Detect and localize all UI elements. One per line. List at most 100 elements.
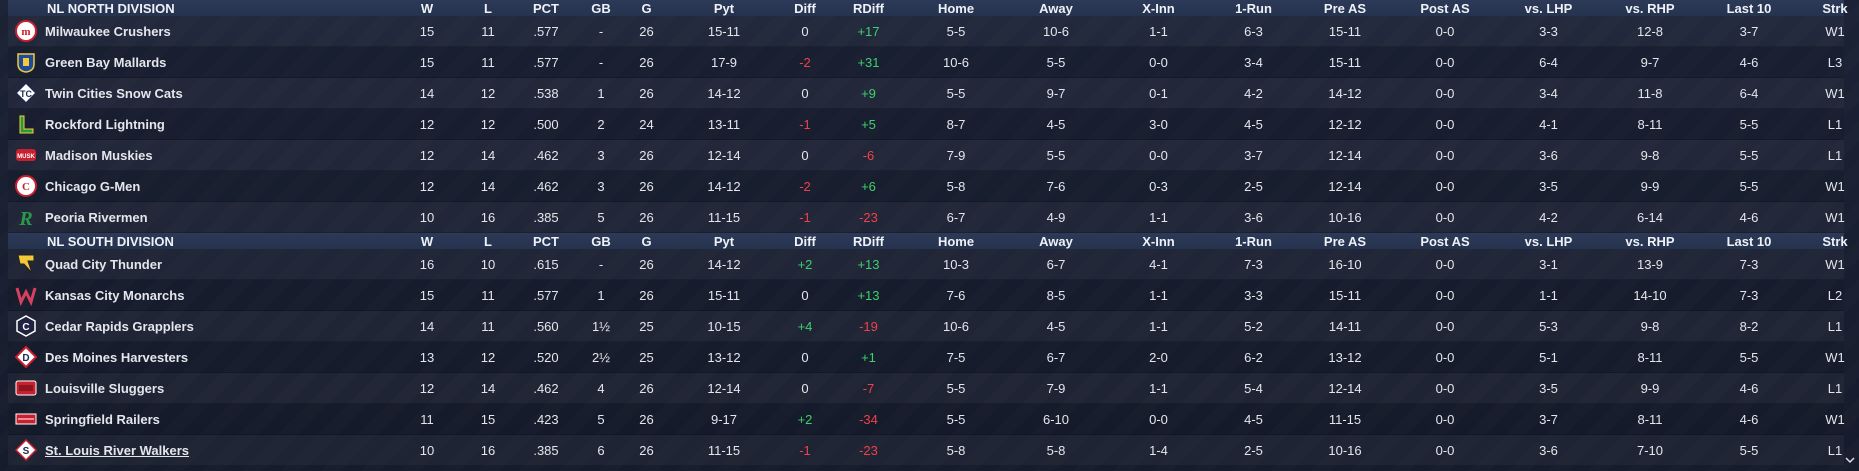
column-header-onerun[interactable]: 1-Run	[1235, 0, 1272, 16]
column-header-diff[interactable]: Diff	[794, 233, 816, 249]
team-name[interactable]: Green Bay Mallards	[45, 54, 167, 70]
team-cell[interactable]: Springfield Railers	[8, 408, 392, 430]
column-header-xinn[interactable]: X-Inn	[1142, 233, 1175, 249]
column-header-away[interactable]: Away	[1039, 233, 1073, 249]
cell-onerun: 4-5	[1244, 116, 1263, 132]
team-row[interactable]: C Cedar Rapids Grapplers 14 11 .560 1½ 25 10-15…	[8, 311, 1844, 342]
cell-preas: 10-16	[1328, 442, 1362, 458]
column-header-strk[interactable]: Strk	[1822, 233, 1848, 249]
team-name[interactable]: Peoria Rivermen	[45, 209, 148, 225]
team-cell[interactable]: Kansas City Monarchs	[8, 284, 392, 306]
cell-diff: -1	[799, 209, 811, 225]
cell-diff: +4	[797, 318, 813, 334]
team-cell[interactable]: TC Twin Cities Snow Cats	[8, 82, 392, 104]
team-cell[interactable]: m Milwaukee Crushers	[8, 20, 392, 42]
column-header-diff[interactable]: Diff	[794, 0, 816, 16]
column-header-xinn[interactable]: X-Inn	[1142, 0, 1175, 16]
team-row[interactable]: Springfield Railers 11 15 .423 5 26 9-17 +2 -34 5…	[8, 404, 1845, 435]
column-header-home[interactable]: Home	[937, 0, 975, 16]
column-header-lhp[interactable]: vs. LHP	[1524, 0, 1573, 16]
cell-last10: 5-5	[1739, 147, 1759, 163]
cell-onerun: 2-5	[1244, 178, 1263, 194]
team-name[interactable]: Quad City Thunder	[45, 256, 162, 272]
chevron-down-icon[interactable]	[1845, 455, 1855, 465]
team-cell[interactable]: Green Bay Mallards	[8, 51, 392, 73]
column-header-l[interactable]: L	[484, 233, 492, 249]
column-header-last10[interactable]: Last 10	[1726, 0, 1772, 16]
column-header-gb[interactable]: GB	[591, 233, 611, 249]
team-cell[interactable]: C Cedar Rapids Grapplers	[8, 315, 392, 337]
column-header-strk[interactable]: Strk	[1822, 0, 1848, 16]
cell-pyt: 11-15	[707, 209, 741, 225]
team-cell[interactable]: R Peoria Rivermen	[8, 206, 392, 228]
team-cell[interactable]: MUSK Madison Muskies	[8, 144, 392, 166]
column-header-postas[interactable]: Post AS	[1420, 0, 1470, 16]
column-header-postas[interactable]: Post AS	[1420, 233, 1470, 249]
team-row[interactable]: TC Twin Cities Snow Cats 14 12 .538 1 26 14-12 0…	[8, 78, 1845, 109]
team-name[interactable]: Cedar Rapids Grapplers	[45, 318, 194, 334]
team-cell[interactable]: S St. Louis River Walkers	[8, 439, 392, 461]
column-header-away[interactable]: Away	[1039, 0, 1073, 16]
team-name[interactable]: Des Moines Harvesters	[45, 349, 189, 365]
cell-g: 26	[639, 411, 654, 427]
column-header-onerun[interactable]: 1-Run	[1235, 233, 1272, 249]
team-row[interactable]: Green Bay Mallards 15 11 .577 - 26 17-9 -2 +31 10…	[8, 47, 1844, 78]
cell-strk: L1	[1827, 318, 1843, 334]
cell-w: 12	[419, 147, 435, 163]
team-name[interactable]: Kansas City Monarchs	[45, 287, 185, 303]
team-cell[interactable]: Quad City Thunder	[8, 253, 392, 275]
cell-g: 26	[639, 178, 654, 194]
column-header-preas[interactable]: Pre AS	[1323, 0, 1367, 16]
team-name[interactable]: Chicago G-Men	[45, 178, 141, 194]
team-name[interactable]: Twin Cities Snow Cats	[45, 85, 183, 101]
team-row[interactable]: m Milwaukee Crushers 15 11 .577 - 26 15-11 0 +17 5…	[8, 16, 1845, 47]
column-header-l[interactable]: L	[484, 0, 492, 16]
column-header-rhp[interactable]: vs. RHP	[1625, 233, 1675, 249]
column-header-g[interactable]: G	[641, 0, 652, 16]
column-header-rhp[interactable]: vs. RHP	[1625, 0, 1675, 16]
team-name[interactable]: Milwaukee Crushers	[45, 23, 171, 39]
column-header-rdiff[interactable]: RDiff	[852, 233, 885, 249]
cell-pct: .577	[533, 23, 559, 39]
column-header-gb[interactable]: GB	[591, 0, 611, 16]
column-header-pyt[interactable]: Pyt	[713, 0, 735, 16]
column-header-pct[interactable]: PCT	[533, 233, 559, 249]
team-name[interactable]: Springfield Railers	[45, 411, 160, 427]
team-row[interactable]: Rockford Lightning 12 12 .500 2 24 13-11 -1 +5 8-…	[8, 109, 1844, 140]
team-row[interactable]: D Des Moines Harvesters 13 12 .520 2½ 25 13-12 0…	[8, 342, 1845, 373]
cell-diff: 0	[801, 85, 809, 101]
column-header-rdiff[interactable]: RDiff	[852, 0, 885, 16]
cell-g: 24	[639, 116, 654, 132]
column-header-pct[interactable]: PCT	[533, 0, 559, 16]
team-row[interactable]: S St. Louis River Walkers 10 16 .385 6 26 11-15…	[8, 435, 1844, 466]
team-name[interactable]: Madison Muskies	[45, 147, 153, 163]
team-row[interactable]: R Peoria Rivermen 10 16 .385 5 26 11-15 -1 -23 6-7…	[8, 202, 1845, 233]
team-name[interactable]: Rockford Lightning	[45, 116, 165, 132]
team-row[interactable]: Kansas City Monarchs 15 11 .577 1 26 15-11 0 +13…	[8, 280, 1844, 311]
team-row[interactable]: Louisville Sluggers 12 14 .462 4 26 12-14 0 -7 5-…	[8, 373, 1844, 404]
team-cell[interactable]: D Des Moines Harvesters	[8, 346, 392, 368]
cell-pct: .385	[533, 442, 559, 458]
team-cell[interactable]: Louisville Sluggers	[8, 377, 392, 399]
column-header-home[interactable]: Home	[937, 233, 975, 249]
column-header-g[interactable]: G	[641, 233, 652, 249]
team-name[interactable]: St. Louis River Walkers	[45, 442, 190, 458]
cell-lhp: 4-2	[1539, 209, 1558, 225]
column-header-pyt[interactable]: Pyt	[713, 233, 735, 249]
cell-away: 5-8	[1046, 442, 1066, 458]
team-name[interactable]: Louisville Sluggers	[45, 380, 165, 396]
team-row[interactable]: MUSK Madison Muskies 12 14 .462 3 26 12-14 0 -6 7-…	[8, 140, 1844, 171]
team-row[interactable]: C Chicago G-Men 12 14 .462 3 26 14-12 -2 +6 5-8 7-6…	[8, 171, 1845, 202]
cell-pyt: 10-15	[707, 318, 741, 334]
column-header-last10[interactable]: Last 10	[1726, 233, 1772, 249]
column-header-w[interactable]: W	[420, 233, 434, 249]
cell-postas: 0-0	[1435, 380, 1455, 396]
column-header-w[interactable]: W	[420, 0, 434, 16]
column-header-lhp[interactable]: vs. LHP	[1524, 233, 1573, 249]
team-cell[interactable]: Rockford Lightning	[8, 113, 392, 135]
cell-pyt: 11-15	[707, 442, 741, 458]
cell-home: 5-5	[946, 411, 966, 427]
column-header-preas[interactable]: Pre AS	[1323, 233, 1367, 249]
team-row[interactable]: Quad City Thunder 16 10 .615 - 26 14-12 +2 +13 10…	[8, 249, 1845, 280]
team-cell[interactable]: C Chicago G-Men	[8, 175, 392, 197]
